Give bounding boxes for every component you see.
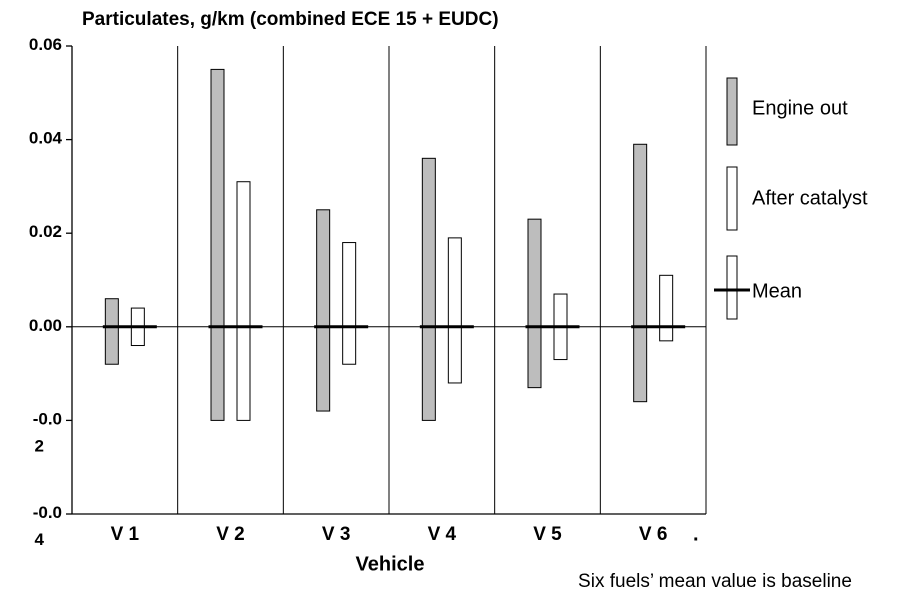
range-bar (342, 242, 357, 365)
y-tick-label: 0.04 (29, 129, 63, 148)
x-tick-label: V 1 (111, 524, 140, 545)
legend-label: Engine out (752, 97, 848, 119)
x-axis-label: Vehicle (356, 553, 425, 575)
y-tick-label: 0.00 (29, 316, 62, 335)
x-tick-label: V 4 (428, 524, 457, 545)
chart-title: Particulates, g/km (combined ECE 15 + EU… (82, 9, 499, 30)
y-tick-label: 0.02 (29, 223, 62, 242)
range-bar (210, 68, 225, 421)
range-bar (316, 209, 331, 412)
range-bar (236, 181, 251, 421)
legend-swatch (726, 255, 738, 320)
legend-label: After catalyst (752, 187, 868, 209)
footnote: Six fuels’ mean value is baseline (578, 571, 852, 592)
range-bar (633, 143, 648, 403)
y-tick-label: -0.0 2 (33, 410, 62, 456)
x-tick-label: V 2 (216, 524, 245, 545)
range-bar (104, 298, 119, 365)
range-bar (527, 218, 542, 389)
x-tick-label: V 3 (322, 524, 351, 545)
mark: . (693, 523, 699, 545)
y-tick-label: 0.06 (29, 35, 62, 54)
legend-swatch (726, 77, 738, 146)
x-tick-label: V 5 (533, 524, 562, 545)
legend-label: Mean (752, 280, 802, 302)
range-bar (447, 237, 462, 384)
legend-swatch (726, 166, 738, 231)
range-bar (421, 157, 436, 421)
range-bar (659, 274, 674, 342)
y-tick-label: -0.0 4 (33, 503, 62, 549)
x-tick-label: V 6 (639, 524, 668, 545)
